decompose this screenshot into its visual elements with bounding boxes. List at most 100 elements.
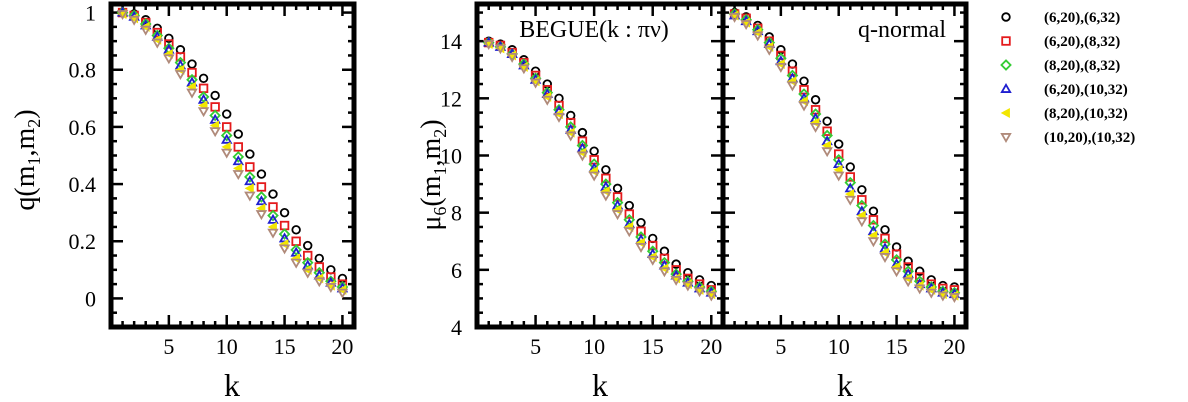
data-point (245, 149, 255, 159)
data-point (232, 170, 245, 181)
data-point (541, 95, 554, 106)
data-point (268, 202, 278, 212)
data-point (542, 85, 552, 95)
legend-label: (10,20),(10,32) (1044, 130, 1135, 146)
data-point (197, 91, 210, 103)
data-point (682, 281, 694, 292)
data-point (798, 101, 810, 112)
data-point (245, 162, 255, 172)
legend-entry-0: (6,20),(6,32) (1001, 10, 1120, 26)
data-point (290, 258, 302, 269)
data-point (671, 259, 681, 269)
data-point (880, 233, 890, 244)
data-point (564, 131, 577, 142)
data-point (612, 183, 623, 194)
data-point (220, 129, 233, 142)
panel-1-series-2 (482, 36, 718, 298)
panel-0-series-3 (116, 6, 349, 293)
data-point (553, 112, 565, 123)
data-point (255, 195, 268, 206)
data-point (658, 267, 671, 278)
data-point (821, 129, 833, 142)
data-point (577, 127, 588, 138)
panel-2-series-1 (729, 9, 960, 295)
data-point (867, 237, 880, 248)
panel-1-ytick-label: 6 (451, 258, 462, 283)
data-point (233, 142, 243, 152)
data-point (948, 293, 961, 303)
data-point (174, 70, 187, 81)
data-point (186, 88, 198, 99)
legend-label: (6,20),(8,32) (1044, 34, 1120, 50)
data-point (832, 171, 845, 182)
legend-entry-1: (6,20),(8,32) (1001, 34, 1120, 50)
data-point (856, 217, 868, 228)
legend-marker (1001, 36, 1011, 46)
data-point (799, 76, 809, 86)
data-point (267, 213, 279, 224)
data-point (198, 83, 209, 94)
data-point (314, 253, 324, 264)
data-point (152, 27, 162, 38)
data-point (915, 266, 925, 276)
legend-entry-5: (10,20),(10,32) (1000, 130, 1135, 146)
data-point (809, 108, 822, 120)
panel-0-xtick-label: 5 (163, 334, 174, 359)
data-point (303, 240, 313, 251)
data-point (821, 147, 833, 158)
panel-1-ytick-label: 4 (451, 315, 462, 340)
panel-0-frame (108, 1, 357, 330)
panel-2-series-4 (729, 10, 959, 301)
data-point (740, 20, 752, 30)
data-point (879, 238, 891, 250)
data-point (128, 15, 140, 26)
data-point (601, 165, 611, 175)
legend-entry-3: (6,20),(10,32) (1000, 82, 1128, 98)
data-point (776, 50, 786, 61)
data-point (809, 122, 822, 133)
panel-2-title: q-normal (858, 17, 946, 43)
data-point (868, 215, 879, 225)
data-point (209, 109, 221, 122)
data-point (164, 39, 174, 49)
panel-2-xlabel: k (837, 367, 853, 402)
data-point (693, 287, 706, 298)
data-point (636, 217, 646, 228)
data-point (301, 268, 314, 279)
data-point (278, 228, 291, 240)
panel-0-series-5 (116, 10, 349, 299)
data-point (220, 148, 233, 159)
panel-1-xtick-label: 20 (700, 334, 722, 359)
data-point (313, 277, 326, 288)
data-point (670, 275, 682, 286)
data-point (325, 283, 337, 293)
data-point (623, 227, 636, 238)
data-point (244, 191, 256, 202)
panel-1-ytick-label: 12 (440, 86, 462, 111)
panel-2-xtick-label: 5 (775, 334, 786, 359)
data-point (554, 100, 564, 111)
data-point (810, 95, 821, 105)
data-point (635, 243, 647, 253)
panel-1-series-3 (482, 36, 718, 297)
data-point (529, 78, 542, 89)
panel-1-xlabel: k (592, 367, 608, 402)
data-point (197, 107, 210, 118)
legend-label: (6,20),(10,32) (1044, 82, 1128, 98)
panel-2-series-0 (729, 7, 960, 292)
data-point (857, 195, 867, 205)
data-point (671, 265, 681, 275)
panel-1-series-5 (482, 40, 718, 302)
panel-1-ytick-label: 10 (440, 143, 462, 168)
data-point (256, 169, 267, 179)
legend-label: (6,20),(6,32) (1044, 10, 1120, 26)
data-point (233, 129, 243, 139)
data-point (267, 209, 279, 222)
panel-0-ytick-label: 0.2 (69, 229, 97, 254)
data-point (728, 12, 741, 23)
data-point (244, 171, 256, 183)
panel-1-series-1 (484, 37, 716, 295)
legend-label: (8,20),(10,32) (1044, 106, 1128, 122)
panel-q-overlap: q(m1,m2) k 5 10 15 20 0 0.2 0.4 0.6 0.8 1 (10, 1, 357, 402)
panel-0-xtick-label: 15 (274, 334, 296, 359)
